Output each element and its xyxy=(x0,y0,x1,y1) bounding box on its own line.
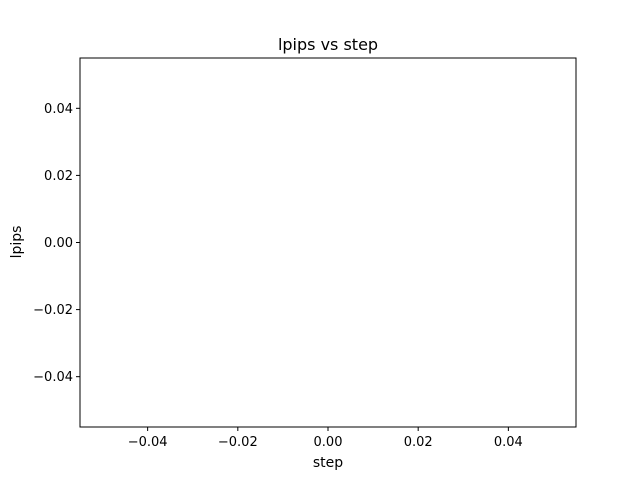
y-axis: −0.04 −0.02 0.00 0.02 0.04 xyxy=(33,102,80,385)
x-tick-label: 0.04 xyxy=(494,435,523,450)
y-tick-label: 0.02 xyxy=(44,169,73,184)
y-tick-label: 0.00 xyxy=(44,236,73,251)
y-axis-label: lpips xyxy=(9,226,25,259)
x-tick-label: −0.04 xyxy=(128,435,168,450)
x-axis-label: step xyxy=(313,455,343,471)
x-tick-label: 0.02 xyxy=(404,435,433,450)
chart-title: lpips vs step xyxy=(278,35,378,54)
y-tick-label: 0.04 xyxy=(44,102,73,117)
y-tick-label: −0.02 xyxy=(33,303,73,318)
x-tick-label: −0.02 xyxy=(218,435,258,450)
x-tick-label: 0.00 xyxy=(314,435,343,450)
x-axis: −0.04 −0.02 0.00 0.02 0.04 xyxy=(128,427,523,450)
y-tick-label: −0.04 xyxy=(33,370,73,385)
